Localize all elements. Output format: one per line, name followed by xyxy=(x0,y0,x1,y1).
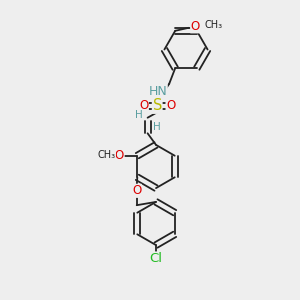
Text: O: O xyxy=(191,20,200,33)
Text: Cl: Cl xyxy=(149,252,163,265)
Text: H: H xyxy=(153,122,160,132)
Text: O: O xyxy=(139,99,148,112)
Text: CH₃: CH₃ xyxy=(204,20,222,30)
Text: H: H xyxy=(135,110,142,120)
Text: O: O xyxy=(132,184,141,197)
Text: O: O xyxy=(115,149,124,162)
Text: S: S xyxy=(152,98,162,113)
Text: O: O xyxy=(166,99,175,112)
Text: CH₃: CH₃ xyxy=(97,150,116,160)
Text: HN: HN xyxy=(148,85,167,98)
